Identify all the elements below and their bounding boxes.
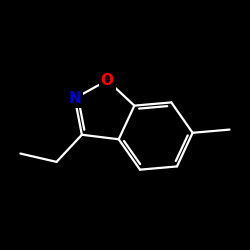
- Text: O: O: [101, 73, 114, 88]
- Text: N: N: [68, 91, 81, 106]
